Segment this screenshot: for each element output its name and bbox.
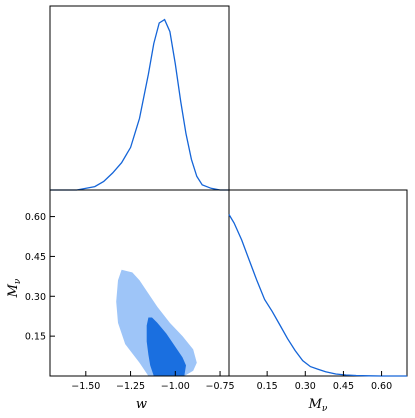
- marginal-w-curve: [50, 18, 229, 191]
- marginal-w-frame: [49, 5, 230, 191]
- x-axis-label-w: w: [136, 397, 147, 412]
- marginal-mnu-frame: [228, 189, 408, 377]
- x-tick-label-w: −1.25: [116, 381, 145, 392]
- y-tick-label-mnu: 0.15: [25, 332, 46, 343]
- x-tick-label-mnu: 0.60: [371, 381, 392, 392]
- y-tick-label-mnu: 0.60: [25, 212, 46, 223]
- marginal-mnu-curve: [228, 214, 407, 377]
- joint-w-mnu-panel: −1.50 −1.25 −1.00 −0.75 0.15 0.30 0.45 0.60: [25, 189, 235, 392]
- marginal-mnu-panel: 0.15 0.30 0.45 0.60: [228, 189, 408, 392]
- x-tick-label-w: −1.00: [161, 381, 190, 392]
- contour-inner: [146, 317, 186, 376]
- x-tick-label-w: −0.75: [205, 381, 234, 392]
- x-tick-label-mnu: 0.45: [333, 381, 354, 392]
- x-tick-label-mnu: 0.30: [295, 381, 316, 392]
- marginal-w-panel: [49, 5, 230, 191]
- y-axis-label-mnu: Mν: [6, 278, 23, 298]
- y-tick-label-mnu: 0.30: [25, 292, 46, 303]
- x-axis-label-mnu: Mν: [308, 397, 328, 414]
- x-tick-label-mnu: 0.15: [257, 381, 278, 392]
- y-tick-label-mnu: 0.45: [25, 252, 46, 263]
- x-tick-label-w: −1.50: [71, 381, 100, 392]
